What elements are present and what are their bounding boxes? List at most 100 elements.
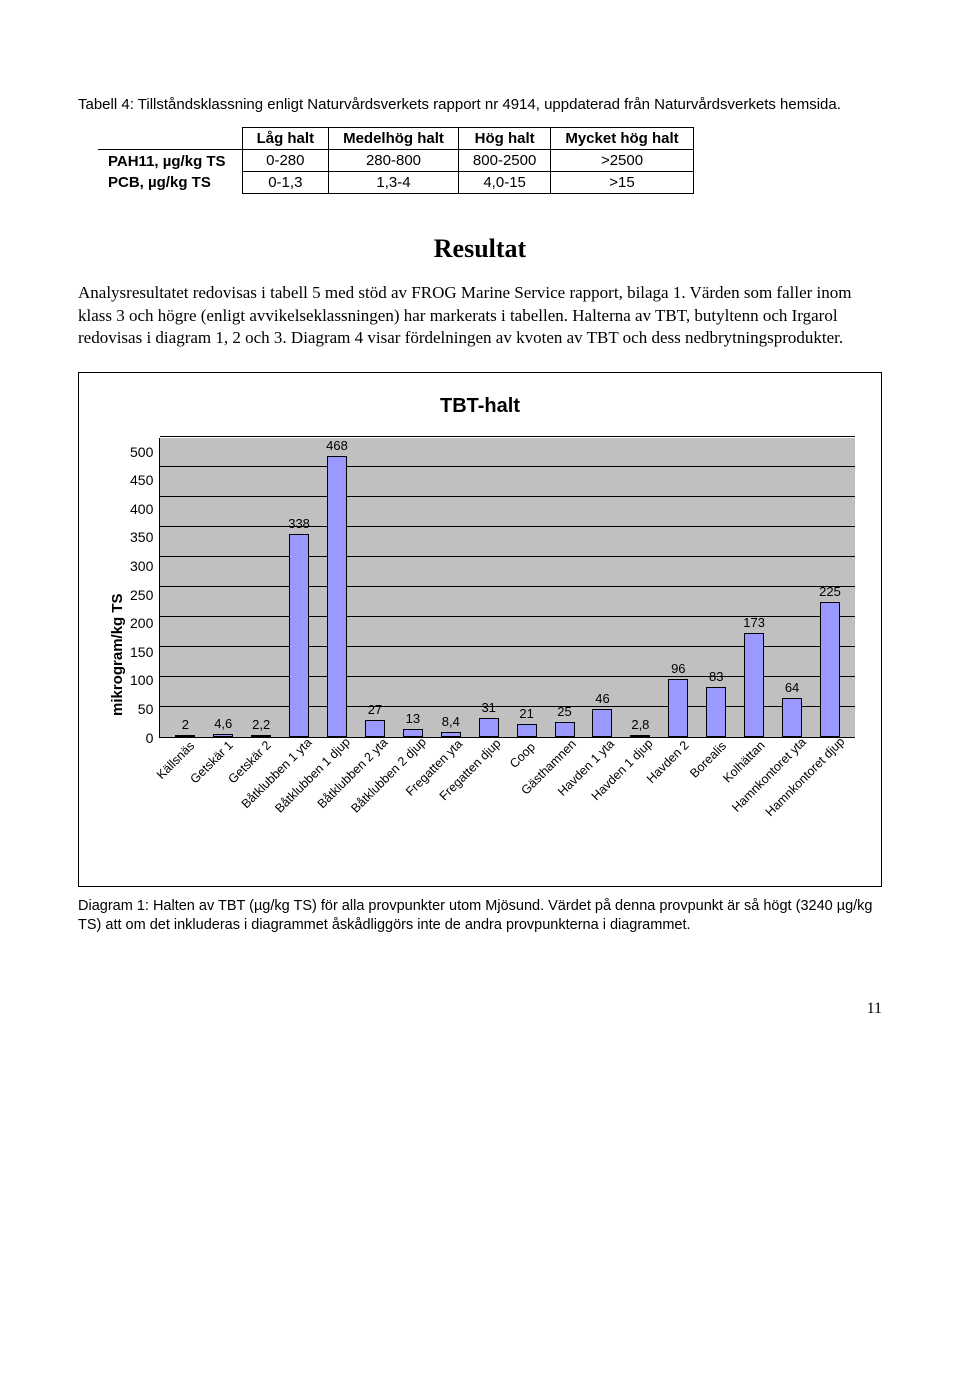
bar-slot: 64 — [773, 438, 811, 737]
bar — [289, 534, 309, 737]
classification-table: Låg halt Medelhög halt Hög halt Mycket h… — [98, 127, 694, 194]
x-tick: Coop — [507, 742, 545, 872]
section-title: Resultat — [78, 234, 882, 264]
cell: 4,0-15 — [458, 172, 550, 194]
col-medel: Medelhög halt — [329, 128, 459, 150]
bar-value-label: 31 — [481, 700, 495, 715]
bar-value-label: 46 — [595, 691, 609, 706]
y-tick: 250 — [130, 588, 153, 602]
row-label: PAH11, µg/kg TS — [98, 150, 242, 172]
bar-value-label: 4,6 — [214, 716, 232, 731]
y-axis-ticks: 500450400350300250200150100500 — [130, 438, 159, 738]
bar — [782, 698, 802, 736]
bar-value-label: 468 — [326, 438, 348, 453]
bar-value-label: 8,4 — [442, 714, 460, 729]
y-tick: 500 — [130, 445, 153, 459]
bar — [479, 718, 499, 737]
bar-slot: 96 — [659, 438, 697, 737]
bar-slot: 4,6 — [204, 438, 242, 737]
cell: 280-800 — [329, 150, 459, 172]
cell: 800-2500 — [458, 150, 550, 172]
chart-plot-area: 2 4,6 2,2 338 468 27 13 8,4 31 21 25 46 2,8 96 83 173 64… — [159, 438, 855, 738]
bar-value-label: 27 — [368, 702, 382, 717]
bar — [517, 724, 537, 737]
figure-caption: Diagram 1: Halten av TBT (µg/kg TS) för … — [78, 897, 882, 936]
bar — [744, 633, 764, 737]
bar-slot: 46 — [584, 438, 622, 737]
bar-slot: 8,4 — [432, 438, 470, 737]
x-tick: Getskär 1 — [203, 742, 241, 872]
bar — [441, 732, 461, 737]
bar-value-label: 64 — [785, 680, 799, 695]
col-lag: Låg halt — [242, 128, 329, 150]
bar-value-label: 2,2 — [252, 717, 270, 732]
x-tick: Borealis — [697, 742, 735, 872]
bar-slot: 2,8 — [621, 438, 659, 737]
y-tick: 100 — [130, 673, 153, 687]
bar — [592, 709, 612, 737]
y-tick: 200 — [130, 616, 153, 630]
x-tick: Båtklubben 2 djup — [393, 742, 431, 872]
bar-value-label: 338 — [288, 516, 310, 531]
y-tick: 400 — [130, 502, 153, 516]
bar-slot: 13 — [394, 438, 432, 737]
x-tick: Havden 1 yta — [583, 742, 621, 872]
bar-slot: 2 — [166, 438, 204, 737]
bar-value-label: 2 — [182, 717, 189, 732]
x-tick: Fregatten djup — [469, 742, 507, 872]
bar — [251, 735, 271, 737]
bar-value-label: 225 — [819, 584, 841, 599]
bar-slot: 21 — [508, 438, 546, 737]
body-paragraph: Analysresultatet redovisas i tabell 5 me… — [78, 282, 882, 349]
x-tick: Gästhamnen — [545, 742, 583, 872]
bar — [213, 734, 233, 737]
cell: 1,3-4 — [329, 172, 459, 194]
bar — [365, 720, 385, 736]
bar-slot: 31 — [470, 438, 508, 737]
y-axis-label: mikrogram/kg TS — [105, 438, 130, 872]
chart-container: TBT-halt mikrogram/kg TS 500450400350300… — [78, 372, 882, 887]
bar-value-label: 25 — [557, 704, 571, 719]
bar-value-label: 21 — [519, 706, 533, 721]
page-number: 11 — [78, 1000, 882, 1018]
x-tick: Havden 2 — [659, 742, 697, 872]
bar — [630, 735, 650, 737]
y-tick: 300 — [130, 559, 153, 573]
y-tick: 0 — [146, 731, 154, 745]
bar-slot: 338 — [280, 438, 318, 737]
x-tick: Hamnkontoret djup — [811, 742, 849, 872]
y-tick: 450 — [130, 473, 153, 487]
bar-value-label: 173 — [743, 615, 765, 630]
bar — [555, 722, 575, 737]
col-blank — [98, 128, 242, 150]
chart-title: TBT-halt — [105, 395, 855, 418]
x-tick: Fregatten yta — [431, 742, 469, 872]
table-caption: Tabell 4: Tillståndsklassning enligt Nat… — [78, 95, 882, 115]
cell: >15 — [551, 172, 693, 194]
x-tick: Havden 1 djup — [621, 742, 659, 872]
bar-slot: 83 — [697, 438, 735, 737]
x-tick: Källsnäs — [165, 742, 203, 872]
y-tick: 350 — [130, 530, 153, 544]
bar — [820, 602, 840, 737]
bar-slot: 225 — [811, 438, 849, 737]
col-mycket: Mycket hög halt — [551, 128, 693, 150]
y-tick: 50 — [138, 702, 154, 716]
table-row: PAH11, µg/kg TS 0-280 280-800 800-2500 >… — [98, 150, 693, 172]
bar-value-label: 2,8 — [631, 717, 649, 732]
bar — [175, 735, 195, 737]
bar — [668, 679, 688, 737]
col-hog: Hög halt — [458, 128, 550, 150]
y-tick: 150 — [130, 645, 153, 659]
table-row: PCB, µg/kg TS 0-1,3 1,3-4 4,0-15 >15 — [98, 172, 693, 194]
bar-slot: 2,2 — [242, 438, 280, 737]
x-axis-labels: KällsnäsGetskär 1Getskär 2Båtklubben 1 y… — [159, 742, 855, 872]
bar-value-label: 13 — [406, 711, 420, 726]
cell: 0-1,3 — [242, 172, 329, 194]
bar-value-label: 83 — [709, 669, 723, 684]
bar-value-label: 96 — [671, 661, 685, 676]
bar-slot: 173 — [735, 438, 773, 737]
bar-slot: 27 — [356, 438, 394, 737]
bar — [706, 687, 726, 737]
cell: >2500 — [551, 150, 693, 172]
